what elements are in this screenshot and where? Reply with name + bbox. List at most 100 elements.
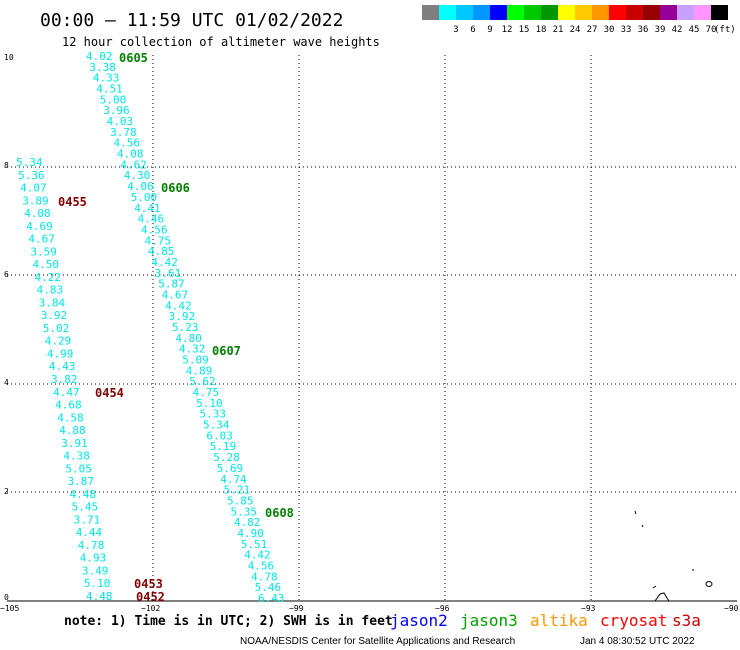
wave-height-value: 5.00 [100,93,127,106]
wave-height-value: 5.00 [131,191,158,204]
wave-height-value: 4.85 [148,245,175,258]
x-tick-label: −99 [289,604,304,613]
legend-swatch [592,5,609,20]
legend-value: 24 [570,25,581,35]
time-label: 0454 [95,386,124,400]
legend-swatch [626,5,643,20]
wave-height-value: 4.32 [179,343,206,356]
plot-frame [7,55,737,602]
wave-height-value: 4.02 [86,50,113,63]
x-tick-label: −102 [141,604,160,613]
wave-height-value: 5.51 [241,538,267,551]
wave-height-value: 4.44 [76,526,103,539]
footer-timestamp: Jan 4 08:30:52 UTC 2022 [580,636,695,647]
wave-height-value: 4.42 [151,256,178,269]
wave-height-value: 4.56 [114,137,141,150]
legend-value: 15 [519,25,530,35]
wave-height-value: 4.22 [35,271,62,284]
wave-height-value: 4.48 [70,488,97,501]
legend-swatch [609,5,626,20]
wave-height-value: 4.88 [59,424,85,437]
x-tick-label: −96 [435,604,450,613]
wave-height-value: 4.30 [124,169,151,182]
legend-value: 30 [604,25,615,35]
wave-height-value: 4.80 [175,332,202,345]
time-label: 0455 [58,195,87,209]
legend-value: 3 [453,25,458,35]
legend-swatch [541,5,558,20]
legend-swatch [711,5,728,20]
y-tick-label: 0 [4,593,9,602]
island-shape [654,592,670,602]
satellite-name: s3a [672,611,701,630]
legend-value: 42 [672,25,683,35]
wave-height-value: 3.87 [68,475,95,488]
wave-height-value: 5.36 [18,169,44,182]
wave-height-value: 3.78 [110,126,137,139]
wave-height-value: 4.03 [107,115,134,128]
wave-height-value: 4.46 [138,213,165,226]
legend-swatch [524,5,541,20]
legend-value: 33 [621,25,632,35]
y-axis-ticks: 10 8 6 4 2 0 [4,53,14,602]
wave-height-value: 4.69 [26,220,53,233]
wave-height-value: 4.56 [248,560,275,573]
wave-height-value: 4.75 [193,386,220,399]
wave-height-value: 5.10 [84,577,111,590]
wave-height-value: 4.50 [33,258,60,271]
wave-height-value: 3.49 [82,565,109,578]
wave-height-value: 6.43 [258,592,285,605]
legend-value: 9 [487,25,492,35]
wave-height-value: 3.91 [61,437,88,450]
color-legend: 3 6 9 12 15 18 21 24 27 30 33 36 39 42 45 70 [422,5,728,35]
wave-height-value: 3.38 [89,61,116,74]
satellite-legend: jason2 jason3 altika cryosat s3a [390,611,701,630]
legend-value: 21 [553,25,564,35]
satellite-name: jason3 [460,611,518,630]
wave-height-value: 4.58 [57,411,83,424]
wave-height-value: 3.61 [155,267,182,280]
wave-height-value: 5.21 [224,484,251,497]
wave-height-value: 5.33 [200,408,227,421]
wave-height-tracks: 5.345.364.073.894.084.694.673.594.504.22… [16,50,285,605]
y-tick-label: 6 [4,270,9,279]
wave-height-value: 4.90 [237,527,264,540]
legend-value: 18 [536,25,547,35]
wave-height-value: 4.08 [117,148,144,161]
legend-swatch [490,5,507,20]
wave-height-value: 5.02 [43,322,70,335]
wave-height-value: 4.62 [120,158,146,171]
wave-height-value: 6.03 [206,429,233,442]
wave-height-value: 5.23 [172,321,199,334]
map-title: 00:00 – 11:59 UTC 01/02/2022 [40,10,343,31]
wave-height-value: 4.51 [96,83,123,96]
legend-value: 36 [638,25,649,35]
satellite-name: jason2 [390,611,448,630]
legend-value: 6 [470,25,475,35]
wave-height-value: 5.35 [231,505,258,518]
wave-height-value: 4.99 [47,348,74,361]
legend-swatch [643,5,660,20]
wave-height-value: 4.89 [186,364,213,377]
wave-height-value: 5.46 [255,581,282,594]
wave-height-value: 3.59 [30,245,57,258]
wave-height-value: 4.41 [134,202,161,215]
legend-value: 12 [502,25,513,35]
legend-swatch [558,5,575,20]
map-subtitle: 12 hour collection of altimeter wave hei… [62,35,380,49]
wave-height-value: 3.96 [103,104,130,117]
wave-height-value: 4.74 [220,473,247,486]
y-tick-label: 8 [4,161,9,170]
time-label: 0608 [265,506,294,520]
wave-height-value: 3.82 [51,373,78,386]
wave-height-value: 5.34 [16,156,43,169]
y-tick-label: 2 [4,487,9,496]
footer-note: note: 1) Time is in UTC; 2) SWH is in fe… [64,614,393,629]
island-shape [641,524,644,528]
wave-height-value: 4.08 [24,207,51,220]
wave-height-value: 4.78 [78,539,105,552]
legend-swatch [439,5,456,20]
legend-unit: (ft) [714,25,736,35]
wave-height-value: 4.78 [251,570,278,583]
legend-value: 27 [587,25,598,35]
